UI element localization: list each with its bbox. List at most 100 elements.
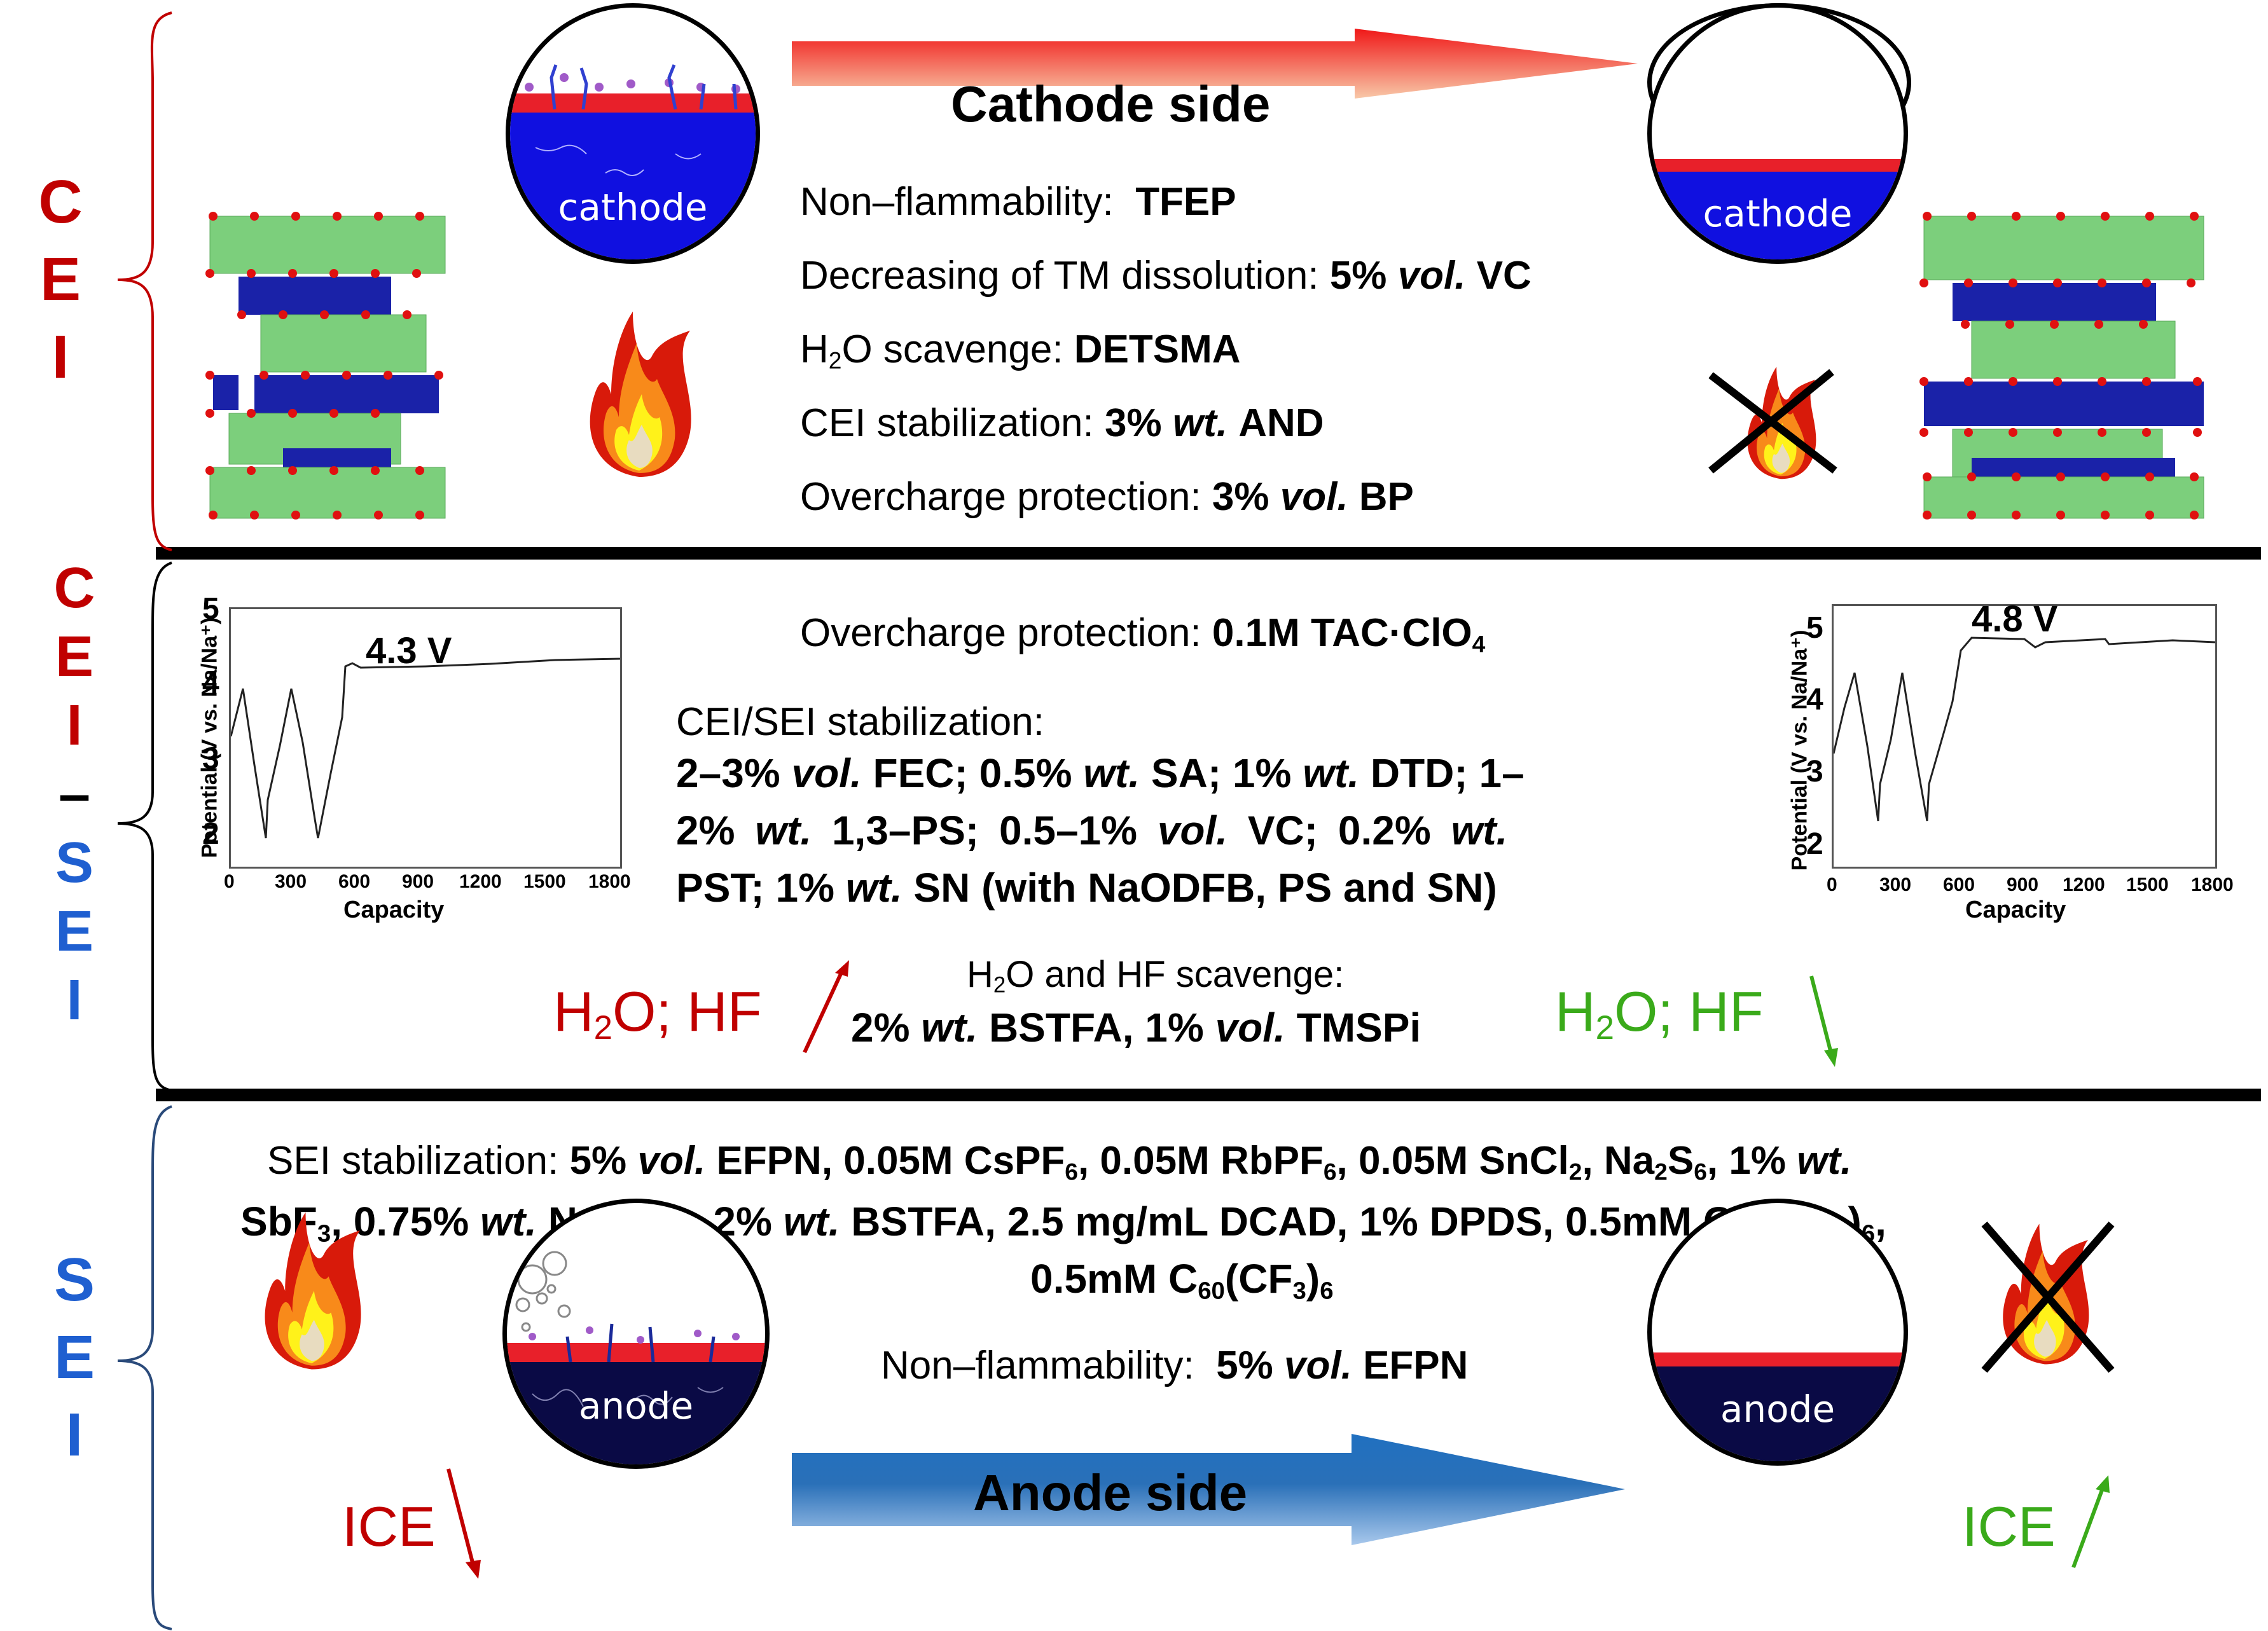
divider-middle-bottom — [156, 1089, 2261, 1101]
item-amount: 3% — [1212, 475, 1269, 519]
xtick: 1200 — [459, 871, 502, 892]
divider-top-middle — [156, 547, 2261, 560]
x-axis-label: Capacity — [1965, 897, 2066, 923]
item-label: Non–flammability: — [800, 180, 1114, 224]
text-run: SN (with NaODFB, PS and SN) — [902, 865, 1497, 911]
voltage-annotation: 4.3 V — [366, 630, 452, 671]
ytick: 2 — [1806, 827, 1823, 861]
letter: E — [39, 245, 81, 313]
cathode-side-arrow-label: Cathode side — [951, 76, 1271, 132]
item-unit: vol. — [1280, 475, 1348, 519]
h2o-hf-scavenge-heading: H2O and HF scavenge: — [967, 954, 1345, 998]
anode-label: anode — [1720, 1387, 1836, 1431]
sei-label: S E I — [46, 1249, 103, 1466]
cathode-item-h2o-scavenge: H2O scavenge: DETSMA — [800, 327, 1241, 374]
cathode-item-tm-dissolution: Decreasing of TM dissolution: 5% vol. VC — [800, 253, 1532, 298]
item-label: Overcharge protection: — [800, 611, 1201, 655]
unit: wt. — [1303, 750, 1360, 796]
item-amount: 5% — [1216, 1344, 1273, 1387]
voltage-annotation: 4.8 V — [1972, 598, 2058, 640]
cathode-cei-stable-circle: cathode — [1647, 3, 1908, 264]
xtick: 1200 — [2063, 874, 2105, 895]
cathode-label: cathode — [1703, 192, 1853, 235]
ytick: 5 — [202, 592, 219, 626]
letter: S — [55, 831, 94, 895]
plot-area — [1832, 604, 2217, 869]
xtick: 1500 — [523, 871, 566, 892]
letter: I — [66, 694, 83, 757]
letter: – — [58, 762, 91, 826]
electrolyte-decomposition-layer — [510, 93, 756, 113]
letter: E — [53, 1323, 95, 1391]
item-amount: 3% — [1105, 401, 1162, 445]
crystal-structure-icon-right — [1919, 212, 2204, 520]
sei-stabilization-line-1: SEI stabilization: 5% vol. EFPN, 0.05M C… — [267, 1139, 1852, 1185]
cathode-label: cathode — [558, 186, 708, 229]
unit: wt. — [921, 1005, 978, 1050]
item-value: VC — [1476, 254, 1532, 298]
h2o-hf-increase-marker: H2O; HF — [553, 980, 762, 1047]
xtick: 1500 — [2126, 874, 2169, 895]
item-unit: vol. — [1397, 254, 1466, 298]
item-label: SEI stabilization: — [267, 1139, 559, 1183]
letter: I — [66, 1401, 83, 1469]
letter: E — [55, 900, 94, 963]
subscript: 2 — [828, 347, 842, 374]
ice-decrease-marker: ICE — [342, 1495, 436, 1558]
cross-icon — [1708, 369, 1837, 474]
unit: wt. — [1083, 750, 1140, 796]
cathode-bulk — [510, 113, 756, 259]
no-flame-icon-cathode — [1704, 362, 1851, 483]
arrow-up-right-icon — [2071, 1475, 2110, 1569]
letter: C — [38, 168, 83, 236]
anode-nonflammability-line: Non–flammability: 5% vol. EFPN — [881, 1343, 1468, 1388]
cathode-cei-unstable-illustration: cathode — [506, 3, 760, 264]
letter: S — [53, 1246, 95, 1314]
x-axis-label: Capacity — [343, 897, 445, 923]
marker-text: O; HF — [612, 980, 762, 1043]
text-run: DTD; 1– — [1359, 750, 1525, 796]
cei-label: C E I — [32, 172, 89, 388]
item-label: O and HF scavenge: — [1006, 954, 1345, 995]
text-run: PST; 1% — [676, 865, 846, 911]
arrow-up-right-icon — [803, 960, 849, 1054]
flame-icon-cathode — [590, 312, 691, 477]
item-unit: vol. — [1284, 1344, 1352, 1387]
subscript: 4 — [1472, 630, 1486, 657]
ytick: 3 — [202, 742, 219, 776]
cei-sei-brace — [117, 561, 172, 1092]
no-flame-icon-anode — [1978, 1199, 2118, 1389]
cei-sei-stabilization-line-2: 2% wt. 1,3–PS; 0.5–1% vol. VC; 0.2% wt. — [676, 808, 1507, 855]
text-run: 2% — [676, 808, 756, 853]
text-run: SA; 1% — [1140, 750, 1303, 796]
xtick: 300 — [275, 871, 307, 892]
item-label: O scavenge: — [841, 327, 1063, 371]
marker-text: O; HF — [1614, 980, 1764, 1043]
item-label: Decreasing of TM dissolution: — [800, 254, 1319, 298]
cei-sei-stabilization-line-3: PST; 1% wt. SN (with NaODFB, PS and SN) — [676, 865, 1497, 912]
item-value: BP — [1359, 475, 1414, 519]
anode-bulk — [507, 1362, 765, 1464]
text-run: 1,3–PS; 0.5–1% — [812, 808, 1158, 853]
item-value: AND — [1238, 401, 1324, 445]
item-unit: wt. — [1172, 401, 1227, 445]
item-label: H — [800, 327, 829, 371]
item-label: Non–flammability: — [881, 1344, 1194, 1387]
xtick: 900 — [2007, 874, 2039, 895]
xtick: 0 — [1827, 874, 1837, 895]
item-value: 0.1M TAC·ClO — [1212, 611, 1472, 655]
unit: vol. — [1215, 1005, 1285, 1050]
unit: wt. — [845, 865, 902, 911]
xtick: 300 — [1879, 874, 1912, 895]
item-value: EFPN — [1363, 1344, 1469, 1387]
letter: I — [52, 323, 69, 391]
ice-increase-marker: ICE — [1962, 1495, 2056, 1558]
h2o-hf-scavenge-line: 2% wt. BSTFA, 1% vol. TMSPi — [851, 1005, 1421, 1052]
voltage-curve — [231, 657, 620, 839]
gas-bubbles-icon — [515, 1251, 740, 1407]
thin-sei-layer — [1652, 1352, 1904, 1366]
ytick: 4 — [1806, 683, 1823, 717]
cei-sei-stabilization-line-1: 2–3% vol. FEC; 0.5% wt. SA; 1% wt. DTD; … — [676, 750, 1525, 797]
sei-stabilization-line-3: 0.5mM C60(CF3)6 — [1030, 1256, 1334, 1305]
cei-sei-stabilization-heading: CEI/SEI stabilization: — [676, 700, 1044, 744]
